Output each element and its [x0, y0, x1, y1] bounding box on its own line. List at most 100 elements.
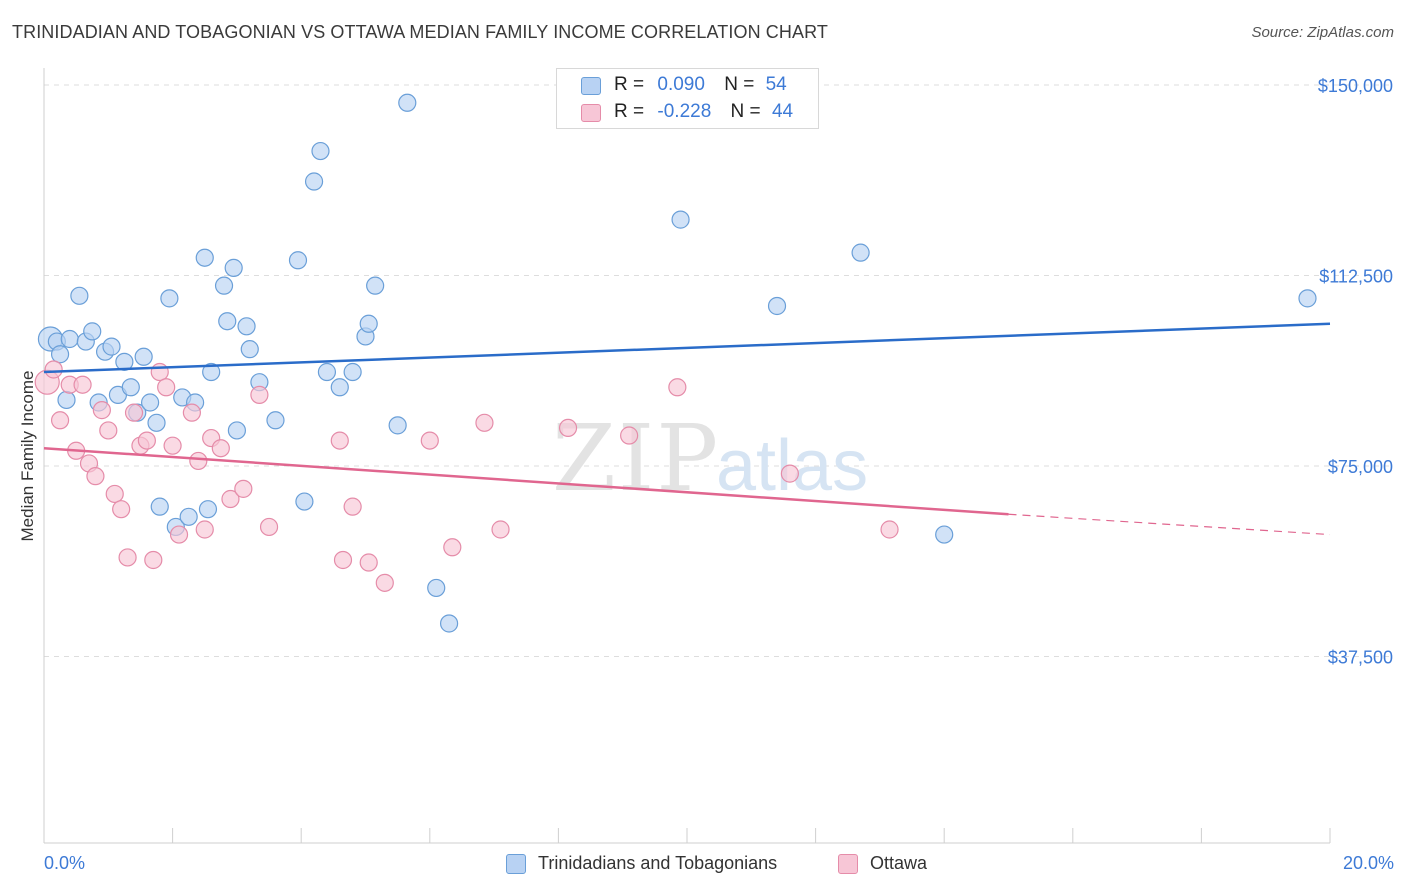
ottawa-point — [668, 378, 687, 397]
trinidadian-point — [60, 329, 79, 349]
trinidadian-point — [214, 276, 234, 295]
trinidadian-point — [70, 286, 89, 305]
ottawa-point — [195, 520, 214, 539]
trinidadian-point — [224, 258, 243, 277]
r-value: 0.090 — [657, 74, 705, 95]
gridlines — [44, 84, 1394, 657]
trinidadian-point — [343, 362, 362, 382]
ottawa-point — [86, 467, 105, 486]
legend-label: Ottawa — [870, 853, 928, 873]
ottawa-point — [150, 362, 169, 382]
trinidadian-point — [218, 312, 237, 331]
ottawa-point — [250, 385, 269, 404]
n-label: N = — [724, 74, 755, 95]
blue-swatch — [506, 854, 526, 874]
legend-label: Trinidadians and Tobagonians — [538, 853, 778, 873]
data-points — [34, 93, 1317, 633]
axes — [43, 68, 1331, 844]
ottawa-point — [144, 550, 163, 570]
trinidadian-point — [83, 322, 102, 341]
ottawa-point — [880, 520, 899, 539]
ottawa-point — [169, 525, 189, 544]
trinidadian-point — [295, 492, 314, 511]
y-tick-labels: $37,500 $75,000 $112,500 $150,000 — [1318, 76, 1393, 668]
x-tick-min: 0.0% — [44, 853, 85, 873]
trinidadian-point — [134, 347, 153, 366]
ottawa-point — [189, 451, 208, 471]
ottawa-point — [99, 421, 118, 440]
trinidadian-point — [57, 390, 76, 410]
y-tick-label: $75,000 — [1328, 457, 1393, 477]
ottawa-point — [157, 378, 176, 397]
trinidadian-trend-line — [43, 322, 1331, 374]
ottawa-point — [211, 439, 230, 458]
r-label: R = — [614, 101, 645, 122]
ottawa-trend-line — [43, 446, 1009, 516]
ottawa-point — [420, 431, 439, 450]
ottawa-point — [50, 411, 70, 430]
trend-lines — [43, 322, 1331, 536]
ottawa-trend-extension — [1008, 513, 1331, 536]
stats-legend: R = 0.090 N = 54 R = -0.228 N = 44 — [556, 68, 819, 129]
trinidadian-point — [330, 378, 349, 397]
source-label: Source: ZipAtlas.com — [1251, 24, 1394, 41]
series-legend: Trinidadians and Tobagonians Ottawa — [0, 852, 1406, 878]
trinidadian-point — [160, 289, 179, 308]
y-axis-label: Median Family Income — [18, 370, 37, 541]
trinidadian-point — [140, 393, 160, 412]
ottawa-point — [375, 573, 394, 592]
trinidadian-point — [427, 578, 446, 598]
n-label: N = — [730, 101, 761, 122]
n-value: 44 — [771, 101, 794, 122]
ottawa-point — [163, 436, 182, 455]
r-value: -0.228 — [657, 101, 712, 122]
trinidadian-point — [102, 337, 121, 356]
trinidadian-point — [150, 497, 169, 516]
ottawa-point — [124, 403, 144, 422]
y-tick-label: $112,500 — [1319, 267, 1393, 287]
trinidadian-point — [115, 352, 134, 371]
ottawa-point — [92, 401, 111, 420]
ottawa-point — [475, 413, 494, 432]
trinidadian-point — [359, 314, 378, 333]
ottawa-point — [137, 431, 156, 450]
trinidadian-point — [179, 507, 198, 526]
pink-swatch — [581, 104, 601, 122]
trinidadian-point — [851, 243, 870, 262]
ottawa-point — [118, 548, 137, 567]
trinidadian-point — [50, 345, 70, 364]
watermark: ZIPatlas — [552, 405, 868, 512]
trinidadian-point — [240, 340, 259, 359]
trinidadian-point — [398, 93, 417, 112]
trinidadian-point — [388, 416, 407, 435]
ottawa-point — [105, 484, 124, 504]
trinidadian-point — [311, 141, 330, 161]
trinidadian-point — [147, 413, 166, 432]
x-tick-max: 20.0% — [1343, 853, 1394, 873]
ottawa-point — [491, 520, 510, 539]
ottawa-point — [333, 550, 353, 570]
ottawa-point — [780, 464, 799, 483]
r-label: R = — [614, 74, 645, 95]
pink-swatch — [838, 854, 858, 874]
trinidadian-point — [317, 362, 337, 382]
trinidadian-point — [121, 378, 140, 397]
ottawa-point — [259, 517, 279, 537]
trinidadian-point — [366, 276, 385, 295]
trinidadian-point — [288, 251, 308, 270]
trinidadian-point — [202, 362, 221, 382]
trinidadian-point — [266, 411, 285, 430]
ottawa-point — [558, 418, 578, 437]
trinidadian-point — [935, 525, 954, 544]
chart-title: TRINIDADIAN AND TOBAGONIAN VS OTTAWA MED… — [12, 22, 828, 42]
blue-swatch — [581, 77, 601, 95]
y-tick-label: $37,500 — [1328, 648, 1393, 668]
ottawa-point — [343, 497, 362, 516]
trinidadian-point — [304, 172, 324, 191]
watermark-zip: ZIP — [552, 405, 720, 512]
trinidadian-point — [439, 614, 459, 633]
ottawa-point — [443, 538, 462, 557]
ottawa-point — [73, 375, 92, 394]
ottawa-point — [112, 500, 131, 519]
